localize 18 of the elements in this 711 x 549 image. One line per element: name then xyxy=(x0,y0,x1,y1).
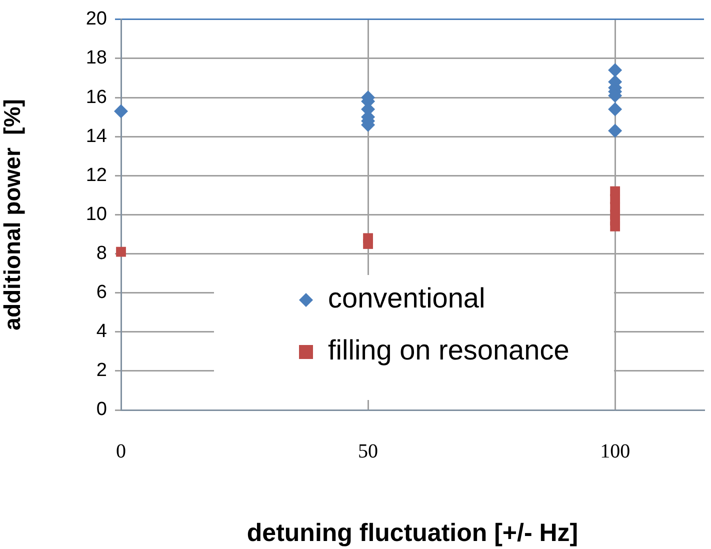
y-tick-label: 16 xyxy=(86,86,107,108)
legend-label: conventional xyxy=(328,282,486,314)
y-tick-label: 12 xyxy=(86,164,107,186)
y-tick-label: 18 xyxy=(86,48,107,69)
legend-label: filling on resonance xyxy=(328,334,570,366)
y-tick-label: 14 xyxy=(86,126,108,147)
y-axis-title: additional power [%] xyxy=(0,99,26,330)
y-tick-label: 4 xyxy=(96,321,108,342)
x-tick-label: 50 xyxy=(358,440,378,462)
y-tick-label: 10 xyxy=(86,204,107,225)
y-tick-label: 2 xyxy=(96,360,107,382)
y-tick-label: 6 xyxy=(96,282,107,304)
x-tick-label: 0 xyxy=(116,440,126,462)
y-tick-label: 8 xyxy=(96,242,107,264)
x-tick-label: 100 xyxy=(600,440,630,462)
y-tick-label: 20 xyxy=(86,8,107,30)
x-axis-title: detuning fluctuation [+/- Hz] xyxy=(246,518,578,547)
y-tick-label: 0 xyxy=(96,399,107,420)
